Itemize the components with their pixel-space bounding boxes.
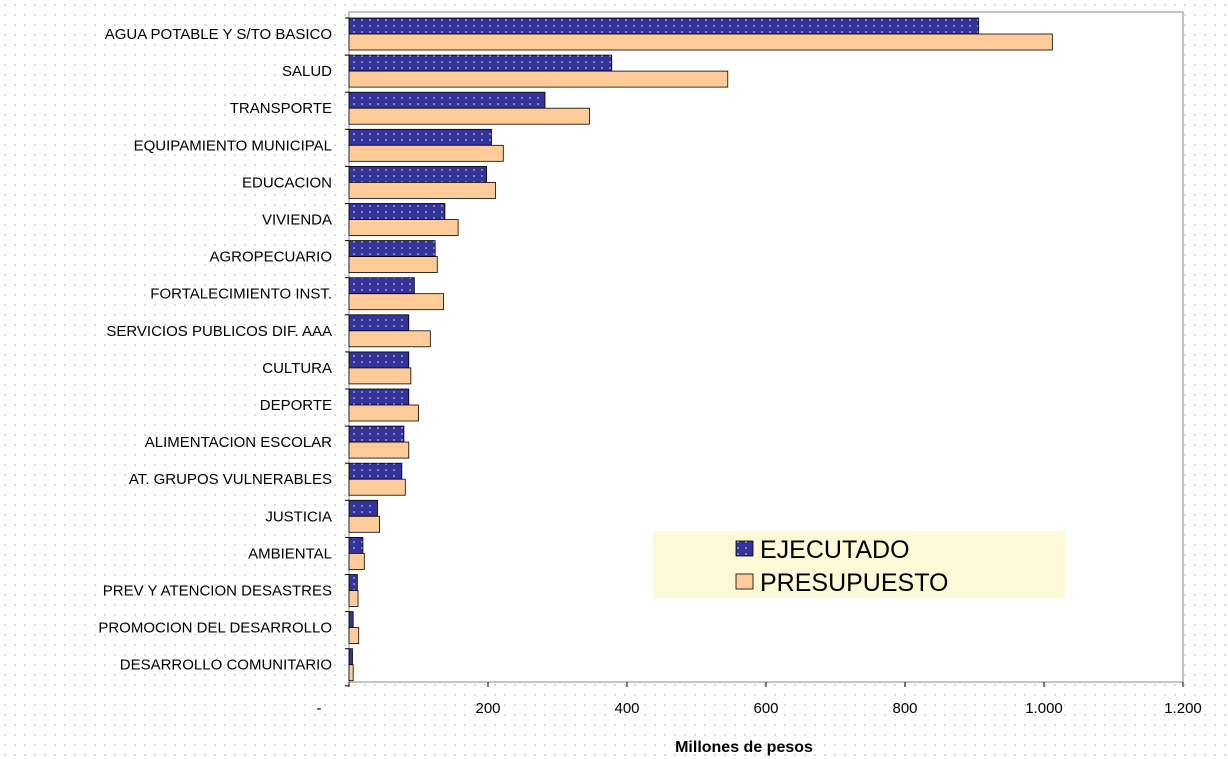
category-label: EDUCACION [242, 174, 332, 191]
bar-ejecutado-6 [348, 240, 436, 258]
category-label: JUSTICIA [265, 508, 332, 525]
bar-presupuesto-12 [348, 478, 406, 496]
bar-ejecutado-3 [348, 128, 492, 146]
legend-swatch-presupuesto [735, 573, 754, 590]
bar-ejecutado-14 [348, 537, 364, 554]
category-label: CULTURA [262, 360, 332, 377]
bar-ejecutado-13 [348, 499, 378, 517]
bar-ejecutado-10 [348, 388, 410, 406]
bar-presupuesto-11 [348, 441, 410, 459]
category-label: PREV Y ATENCION DESASTRES [103, 583, 332, 600]
bar-presupuesto-0 [348, 33, 1053, 51]
bar-ejecutado-4 [348, 165, 488, 183]
bar-ejecutado-7 [348, 277, 415, 295]
bar-ejecutado-9 [348, 351, 410, 369]
x-tick-label: 600 [753, 700, 778, 717]
bar-ejecutado-15 [348, 574, 358, 591]
category-label: ALIMENTACION ESCOLAR [145, 434, 332, 451]
category-label: PROMOCION DEL DESARROLLO [98, 620, 332, 637]
bar-ejecutado-16 [348, 611, 354, 628]
category-label: AGUA POTABLE Y S/TO BASICO [105, 26, 332, 43]
category-label: VIVIENDA [262, 212, 332, 229]
x-tick-label: 1.000 [1025, 700, 1063, 717]
bar-ejecutado-11 [348, 425, 405, 443]
legend-label-presupuesto: PRESUPUESTO [760, 569, 948, 597]
bar-ejecutado-0 [348, 17, 980, 35]
bar-presupuesto-10 [348, 404, 419, 422]
bar-ejecutado-5 [348, 203, 446, 220]
bar-ejecutado-8 [348, 314, 410, 332]
category-label: SERVICIOS PUBLICOS DIF. AAA [106, 323, 332, 340]
x-tick-label: 200 [475, 700, 500, 717]
bar-presupuesto-4 [348, 181, 497, 199]
legend-label-ejecutado: EJECUTADO [760, 536, 910, 564]
bar-presupuesto-15 [348, 590, 359, 607]
x-tick-label: - [317, 700, 322, 717]
bar-presupuesto-1 [348, 70, 729, 88]
legend-box [653, 531, 1065, 598]
category-label: TRANSPORTE [230, 100, 332, 117]
bar-presupuesto-5 [348, 219, 459, 236]
category-label: AMBIENTAL [248, 545, 332, 562]
bar-ejecutado-17 [348, 648, 353, 666]
x-axis-title: Millones de pesos [675, 739, 813, 756]
bar-presupuesto-17 [348, 664, 354, 682]
category-label: DEPORTE [260, 397, 332, 414]
category-label: FORTALECIMIENTO INST. [150, 286, 332, 303]
category-labels: AGUA POTABLE Y S/TO BASICO SALUD TRANSPORT… [98, 26, 332, 674]
bar-presupuesto-16 [348, 627, 360, 644]
x-tick-label: 800 [892, 700, 917, 717]
bar-presupuesto-2 [348, 107, 590, 125]
category-label: EQUIPAMIENTO MUNICIPAL [134, 137, 332, 154]
x-tick-label: 1.200 [1164, 700, 1202, 717]
legend-swatch-ejecutado [735, 540, 754, 557]
bar-presupuesto-9 [348, 367, 412, 385]
bars-group [348, 17, 1053, 682]
bar-presupuesto-6 [348, 256, 438, 274]
x-axis: - 200 400 600 800 1.000 1.200 [317, 17, 1202, 717]
bar-presupuesto-13 [348, 515, 380, 533]
bar-presupuesto-8 [348, 330, 431, 348]
bar-ejecutado-12 [348, 462, 403, 480]
category-label: DESARROLLO COMUNITARIO [120, 657, 332, 674]
legend: EJECUTADO PRESUPUESTO [653, 531, 1065, 598]
category-label: SALUD [282, 63, 332, 80]
bar-ejecutado-2 [348, 91, 546, 109]
category-label: AT. GRUPOS VULNERABLES [129, 471, 332, 488]
bar-presupuesto-3 [348, 144, 504, 162]
bar-presupuesto-14 [348, 553, 365, 570]
category-label: AGROPECUARIO [209, 249, 332, 266]
bar-presupuesto-7 [348, 293, 444, 311]
bar-ejecutado-1 [348, 54, 613, 72]
x-tick-label: 400 [614, 700, 639, 717]
